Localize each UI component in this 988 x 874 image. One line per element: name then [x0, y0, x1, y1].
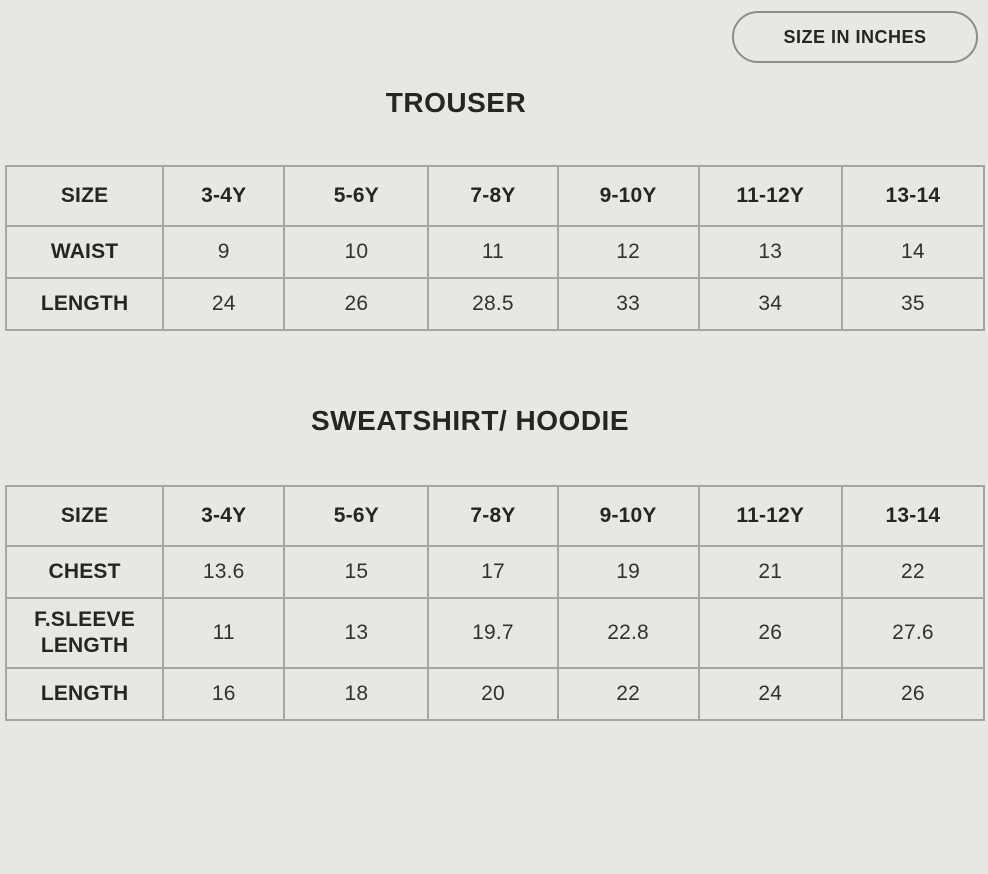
- measurement-value-cell: 20: [427, 667, 559, 721]
- measurement-value-cell: 17: [427, 545, 559, 599]
- age-size-header-cell: 11-12Y: [697, 485, 843, 547]
- size-in-inches-badge-label: SIZE IN INCHES: [783, 26, 927, 47]
- measurement-value-cell: 13: [697, 225, 843, 279]
- measurement-row: LENGTH 16 18 20 22 24 26: [4, 667, 986, 721]
- measurement-value-cell: 12: [556, 225, 700, 279]
- size-in-inches-badge[interactable]: SIZE IN INCHES: [732, 11, 978, 63]
- age-size-header-cell: 5-6Y: [283, 165, 430, 227]
- measurement-value-cell: 22: [840, 545, 986, 599]
- measurement-value-cell: 16: [162, 667, 286, 721]
- size-chart-page: SIZE IN INCHES TROUSER SIZE 3-4Y 5-6Y 7-8Y 9…: [0, 0, 988, 721]
- trouser-section: TROUSER SIZE 3-4Y 5-6Y 7-8Y 9-10Y 11-12Y 13-14…: [0, 88, 988, 331]
- measurement-row: F.SLEEVE LENGTH 11 13 19.7 22.8 26 27.6: [4, 597, 986, 669]
- sweatshirt-hoodie-size-table: SIZE 3-4Y 5-6Y 7-8Y 9-10Y 11-12Y 13-14 CHEST 13.…: [4, 485, 986, 721]
- age-size-header-cell: 9-10Y: [556, 165, 700, 227]
- measurement-value-cell: 13.6: [162, 545, 286, 599]
- measurement-value-cell: 35: [840, 277, 986, 331]
- measurement-label-cell: LENGTH: [4, 277, 165, 331]
- age-size-header-cell: 3-4Y: [162, 485, 286, 547]
- measurement-value-cell: 19.7: [427, 597, 559, 669]
- trouser-size-table: SIZE 3-4Y 5-6Y 7-8Y 9-10Y 11-12Y 13-14 WAIST 9 10…: [4, 165, 986, 331]
- age-size-header-cell: 13-14: [840, 165, 986, 227]
- age-size-header-cell: 7-8Y: [427, 485, 559, 547]
- measurement-value-cell: 27.6: [840, 597, 986, 669]
- measurement-value-cell: 18: [283, 667, 430, 721]
- measurement-value-cell: 11: [427, 225, 559, 279]
- measurement-label-cell: CHEST: [4, 545, 165, 599]
- measurement-value-cell: 24: [162, 277, 286, 331]
- measurement-value-cell: 34: [697, 277, 843, 331]
- measurement-value-cell: 28.5: [427, 277, 559, 331]
- age-size-header-cell: 11-12Y: [697, 165, 843, 227]
- measurement-value-cell: 33: [556, 277, 700, 331]
- measurement-value-cell: 22: [556, 667, 700, 721]
- age-size-header-cell: 3-4Y: [162, 165, 286, 227]
- sweatshirt-hoodie-section: SWEATSHIRT/ HOODIE SIZE 3-4Y 5-6Y 7-8Y 9-10Y…: [0, 406, 988, 721]
- measurement-label-cell: F.SLEEVE LENGTH: [4, 597, 165, 669]
- measurement-value-cell: 13: [283, 597, 430, 669]
- measurement-row: WAIST 9 10 11 12 13 14: [4, 225, 986, 279]
- measurement-value-cell: 15: [283, 545, 430, 599]
- measurement-value-cell: 10: [283, 225, 430, 279]
- age-size-header-cell: 7-8Y: [427, 165, 559, 227]
- measurement-label-cell: LENGTH: [4, 667, 165, 721]
- measurement-row: CHEST 13.6 15 17 19 21 22: [4, 545, 986, 599]
- age-size-header-cell: 13-14: [840, 485, 986, 547]
- measurement-value-cell: 21: [697, 545, 843, 599]
- trouser-table-title: TROUSER: [385, 87, 527, 118]
- measurement-value-cell: 26: [697, 597, 843, 669]
- badge-row: SIZE IN INCHES: [0, 0, 988, 63]
- measurement-row: LENGTH 24 26 28.5 33 34 35: [4, 277, 986, 331]
- measurement-value-cell: 26: [840, 667, 986, 721]
- measurement-value-cell: 9: [162, 225, 286, 279]
- size-label-header-cell: SIZE: [4, 165, 165, 227]
- measurement-value-cell: 24: [697, 667, 843, 721]
- header-row: SIZE 3-4Y 5-6Y 7-8Y 9-10Y 11-12Y 13-14: [4, 165, 986, 227]
- measurement-label-cell: WAIST: [4, 225, 165, 279]
- header-row: SIZE 3-4Y 5-6Y 7-8Y 9-10Y 11-12Y 13-14: [4, 485, 986, 547]
- measurement-value-cell: 26: [283, 277, 430, 331]
- sweatshirt-hoodie-table-title: SWEATSHIRT/ HOODIE: [310, 405, 630, 436]
- measurement-value-cell: 19: [556, 545, 700, 599]
- age-size-header-cell: 9-10Y: [556, 485, 700, 547]
- measurement-value-cell: 22.8: [556, 597, 700, 669]
- age-size-header-cell: 5-6Y: [283, 485, 430, 547]
- measurement-value-cell: 11: [162, 597, 286, 669]
- size-label-header-cell: SIZE: [4, 485, 165, 547]
- measurement-value-cell: 14: [840, 225, 986, 279]
